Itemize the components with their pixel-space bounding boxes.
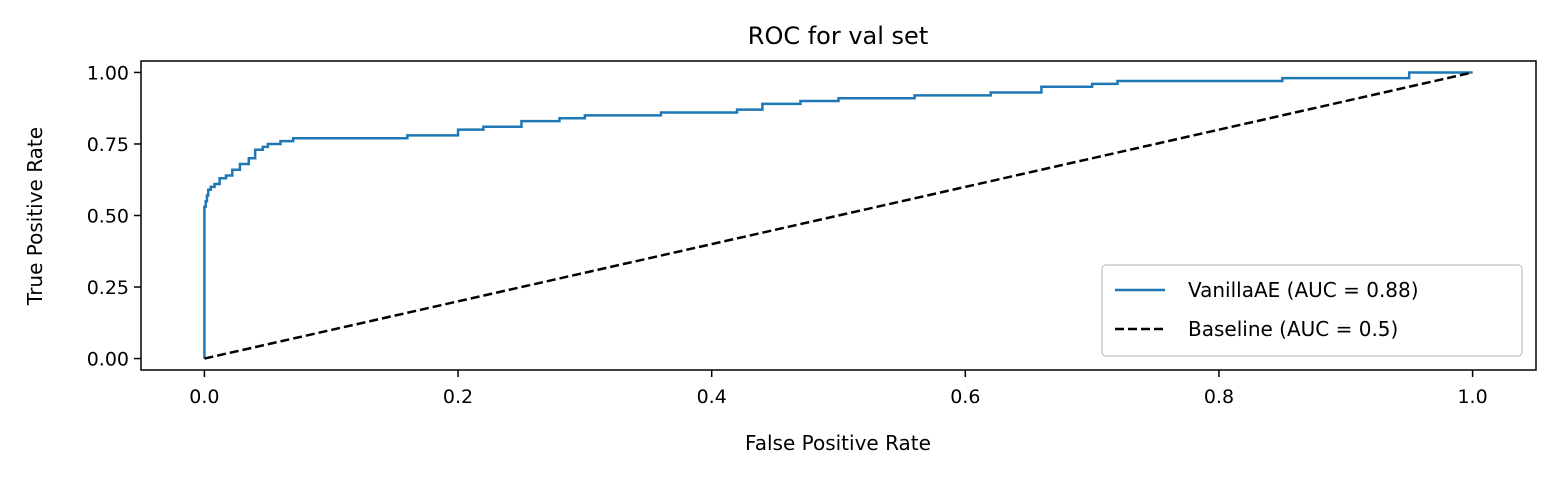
baseline-line: [204, 71, 1473, 360]
x-tick-label: 0.0: [189, 386, 219, 408]
x-axis-label: False Positive Rate: [745, 431, 931, 455]
y-tick-label: 0.25: [87, 277, 129, 299]
legend-box: [1101, 264, 1523, 357]
y-tick-label: 0.00: [87, 349, 129, 371]
roc-curve-vanillaae: [203, 71, 1473, 359]
legend-label-vanillaae: VanillaAE (AUC = 0.88): [1188, 278, 1419, 302]
y-axis-ticks: 0.00 0.25 0.50 0.75 1.00: [87, 62, 141, 371]
x-tick-label: 0.8: [1204, 386, 1234, 408]
x-tick-label: 1.0: [1457, 386, 1487, 408]
series-layer: [203, 71, 1473, 360]
y-tick-label: 0.50: [87, 206, 129, 228]
x-tick-label: 0.6: [950, 386, 980, 408]
chart-title: ROC for val set: [748, 22, 928, 50]
x-axis-ticks: 0.0 0.2 0.4 0.6 0.8 1.0: [189, 370, 1488, 408]
y-tick-label: 0.75: [87, 134, 129, 156]
x-tick-label: 0.4: [697, 386, 727, 408]
y-tick-label: 1.00: [87, 62, 129, 84]
legend: VanillaAE (AUC = 0.88) Baseline (AUC = 0…: [1101, 264, 1523, 357]
x-tick-label: 0.2: [443, 386, 473, 408]
legend-label-baseline: Baseline (AUC = 0.5): [1188, 317, 1398, 341]
y-axis-label: True Positive Rate: [23, 127, 47, 306]
